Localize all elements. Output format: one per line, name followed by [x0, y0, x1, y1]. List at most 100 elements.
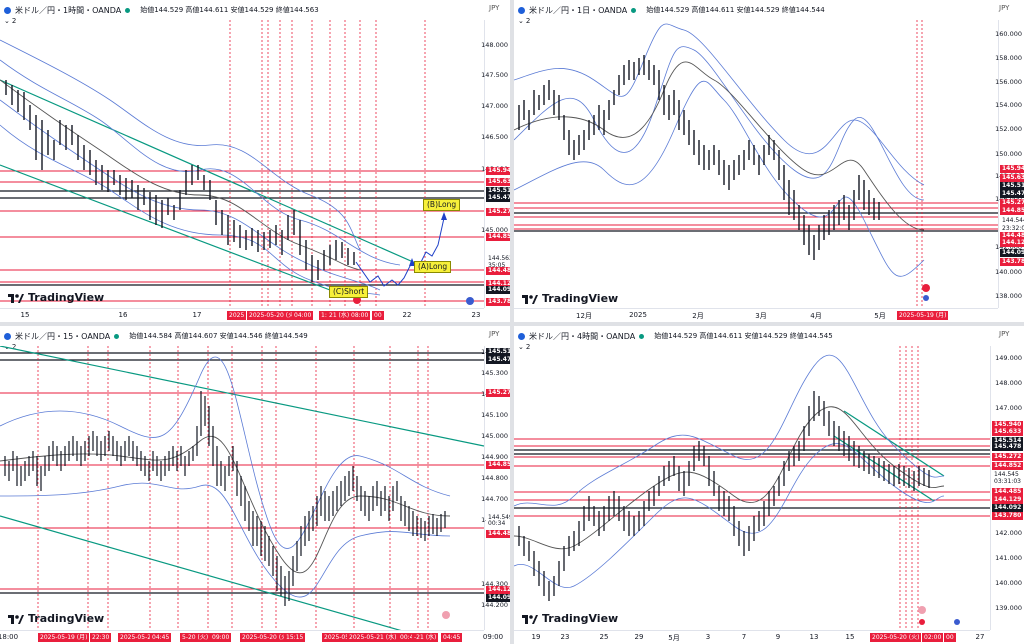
price-tick: 147.000: [481, 102, 508, 110]
time-tick: 9: [775, 633, 781, 641]
price-tick: 149.000: [995, 354, 1022, 362]
price-label: 145.272: [486, 389, 510, 397]
chart-title[interactable]: 米ドル／円・15・OANDA: [15, 331, 111, 341]
time-tick: 4月: [810, 312, 822, 320]
time-axis[interactable]: 19 23 25 29 5月 3 7 9 13 15 27 2025-05-20 (火) 02:00 00: [514, 630, 990, 644]
price-tick: 145.000: [481, 226, 508, 234]
horizontal-levels: [0, 170, 484, 302]
price-tick: 140.000: [995, 579, 1022, 587]
time-tick: 5月: [874, 312, 886, 320]
price-label: 144.852: [486, 233, 510, 241]
symbol-flag-icon: [4, 332, 11, 340]
price-label: 23:32:06: [1000, 225, 1024, 233]
time-tick: 3: [705, 633, 711, 641]
price-tick: 158.000: [995, 54, 1022, 62]
price-plot[interactable]: [0, 20, 484, 308]
price-plot[interactable]: [514, 20, 998, 308]
chart-title[interactable]: 米ドル／円・1時間・OANDA: [15, 5, 122, 15]
time-marker-tag: 5-20 (火): [180, 633, 211, 642]
time-tick: 15: [845, 633, 855, 641]
annotation-a-long: (A)Long: [414, 261, 452, 273]
status-dot-icon: [631, 7, 637, 13]
time-axis[interactable]: 12月20252月3月4月5月32025-05-19 (月): [514, 308, 998, 322]
price-label: 144.485: [486, 530, 510, 538]
price-tick: 147.500: [481, 71, 508, 79]
chart-header: 米ドル／円・1時間・OANDA 始値144.529 高値144.611 安値14…: [4, 3, 319, 17]
time-tick: 16: [118, 311, 128, 319]
ohlc-values: 始値144.529 高値144.611 安値144.529 終値144.544: [646, 6, 825, 14]
price-axis[interactable]: 148.000147.500147.000146.500146.000145.0…: [481, 20, 510, 308]
price-label: 144.485: [1000, 232, 1024, 240]
time-tick: 27: [975, 633, 985, 641]
price-label: 145.478: [1000, 190, 1024, 198]
price-label: 145.272: [992, 453, 1024, 461]
status-dot-icon: [125, 7, 131, 13]
time-marker-tag: 22:30: [90, 633, 112, 642]
price-label: 145.514: [486, 348, 510, 356]
indicator-toggle[interactable]: ⌄2: [4, 17, 17, 25]
price-tick: 154.000: [995, 101, 1022, 109]
time-tick: 23: [560, 633, 570, 641]
chart-header: 米ドル／円・15・OANDA 始値144.584 高値144.607 安値144…: [4, 329, 308, 343]
price-label: 145.272: [1000, 199, 1024, 207]
price-tick: 139.000: [995, 604, 1022, 612]
chart-panel-1d[interactable]: 米ドル／円・1日・OANDA 始値144.529 高値144.611 安値144…: [514, 0, 1024, 322]
annotation-c-short: (C)Short: [329, 286, 369, 298]
price-label: 145.514: [1000, 182, 1024, 190]
price-label: 35:05: [486, 262, 508, 270]
tradingview-icon: [8, 293, 24, 303]
price-tick: 145.000: [481, 432, 508, 440]
trend-channel: [0, 79, 421, 291]
chevron-down-icon: ⌄: [4, 17, 10, 25]
price-axis[interactable]: 145.400145.300145.200145.100145.000144.9…: [481, 346, 510, 630]
tradingview-logo: TradingView: [8, 291, 104, 304]
time-marker-tag: 2025-05-19 (月): [897, 311, 949, 320]
price-axis[interactable]: 160.000 158.000 156.000 154.000 152.000 150.0…: [995, 20, 1024, 308]
indicator-toggle[interactable]: ⌄2: [518, 17, 531, 25]
chart-panel-4h[interactable]: 米ドル／円・4時間・OANDA 始値144.529 高値144.611 安値14…: [514, 326, 1024, 644]
price-tick: 156.000: [995, 78, 1022, 86]
tradingview-logo: TradingView: [522, 612, 618, 625]
price-label: 144.485: [486, 267, 510, 275]
chart-title[interactable]: 米ドル／円・4時間・OANDA: [529, 331, 636, 341]
currency-label: JPY: [489, 4, 500, 12]
price-tick: 140.000: [995, 268, 1022, 276]
time-marker-tag: 09:00: [210, 633, 232, 642]
time-tick: 25: [599, 633, 609, 641]
time-tick: 29: [634, 633, 644, 641]
price-tick: 150.000: [995, 150, 1022, 158]
time-tick: 19: [531, 633, 541, 641]
price-tick: 144.800: [481, 474, 508, 482]
price-plot[interactable]: [514, 346, 990, 630]
time-tick: 15: [20, 311, 30, 319]
price-tick: 145.100: [481, 411, 508, 419]
time-marker-tag: 2025-05-20 (火): [118, 633, 170, 642]
annotation-b-long: (B)Long: [423, 199, 461, 211]
time-marker-tag: 04:45: [150, 633, 172, 642]
tradingview-icon: [8, 614, 24, 624]
chart-panel-1h[interactable]: 米ドル／円・1時間・OANDA 始値144.529 高値144.611 安値14…: [0, 0, 510, 322]
price-tick: 142.000: [995, 529, 1022, 537]
indicator-toggle[interactable]: ⌄2: [518, 343, 531, 351]
price-label: 144.485: [992, 488, 1024, 496]
tradingview-logo: TradingView: [522, 292, 618, 305]
price-label: 144.129: [1000, 239, 1024, 247]
currency-label: JPY: [999, 4, 1010, 12]
time-marker-tag: 04:45: [441, 633, 463, 642]
candles: [5, 80, 355, 282]
panel-divider-horizontal[interactable]: [0, 322, 1024, 326]
time-tick: 18:00: [0, 633, 19, 641]
price-label: 145.478: [486, 194, 510, 202]
status-dot-icon: [114, 333, 120, 339]
chart-panel-15m[interactable]: 米ドル／円・15・OANDA 始値144.584 高値144.607 安値144…: [0, 326, 510, 644]
time-tick: 23: [471, 311, 481, 319]
price-plot[interactable]: [0, 346, 484, 630]
chart-title[interactable]: 米ドル／円・1日・OANDA: [529, 5, 628, 15]
time-tick: 2月: [692, 312, 704, 320]
price-label: 143.780: [1000, 258, 1024, 266]
time-axis[interactable]: 18:00 09:00 2025-05-19 (月) 22:30 2025-05-20 …: [0, 630, 503, 644]
price-axis[interactable]: 149.000148.000147.000145.000144.000142.0…: [990, 346, 1024, 630]
price-label: 145.940: [486, 167, 510, 175]
time-tick: 7: [741, 633, 747, 641]
